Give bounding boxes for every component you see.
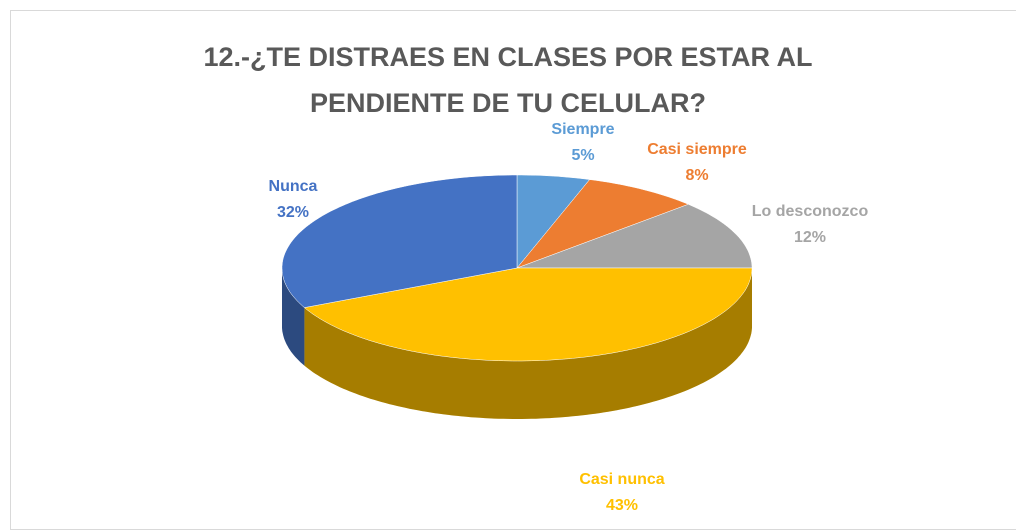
data-label-value: 43% [606, 497, 638, 514]
data-label-value: 8% [685, 167, 708, 184]
slice-side-shade [282, 268, 305, 366]
page: {"chart_data": {"type": "pie", "title": … [10, 10, 1016, 530]
slice-side [282, 268, 305, 366]
data-label-name: Casi nunca [579, 471, 664, 488]
chart: Siempre 5% Casi siempre 8% Lo desconozco 12% C… [269, 121, 869, 514]
data-label-name: Siempre [551, 121, 614, 138]
data-label-name: Lo desconozco [752, 203, 869, 220]
slice [516, 204, 753, 269]
slice-side-shade [304, 268, 752, 419]
data-label-value: 12% [794, 229, 826, 246]
data-label-name: Casi siempre [647, 141, 747, 158]
slice [516, 179, 689, 269]
slice [303, 267, 753, 362]
data-label-value: 32% [277, 204, 309, 221]
chart-title: 12.-¿TE DISTRAES EN CLASES POR ESTAR AL … [203, 42, 813, 118]
slice-side [304, 268, 752, 419]
data-label-name: Nunca [269, 178, 318, 195]
data-label-value: 5% [571, 147, 594, 164]
slice [281, 174, 518, 308]
slice [516, 174, 591, 269]
